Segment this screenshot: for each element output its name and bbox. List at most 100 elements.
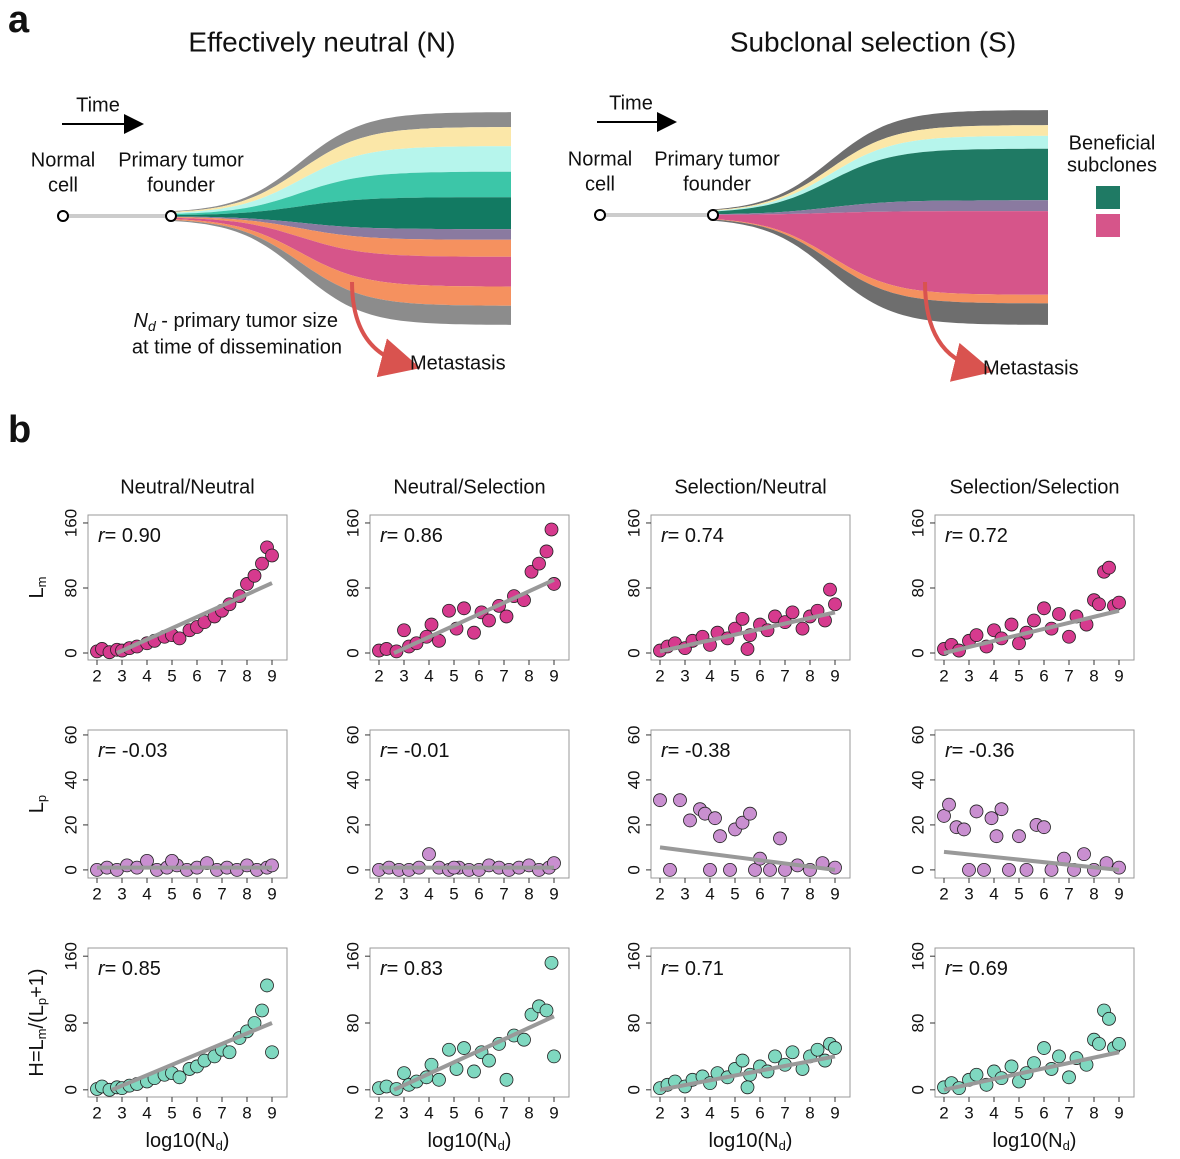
point [545,523,558,536]
x-tick-label: 8 [524,1103,533,1122]
y-tick-label: 80 [908,579,927,598]
panel-label: b [8,409,31,451]
x-tick-label: 6 [192,666,201,685]
point [261,979,274,992]
point [736,1054,749,1067]
x-tick-label: 6 [1039,1103,1048,1122]
point [1093,1037,1106,1050]
x-tick-label: 2 [374,666,383,685]
point [1013,830,1026,843]
x-tick-label: 5 [1014,1103,1023,1122]
correlation-value: = 0.71 [668,958,724,980]
founder-label: Primary tumor [118,149,244,171]
y-tick-label: 0 [343,865,362,874]
x-tick-label: 7 [1064,666,1073,685]
x-tick-label: 7 [217,1103,226,1122]
y-tick-label: 160 [908,942,927,970]
panel-label: a [8,0,30,41]
correlation: r= 0.71 [661,958,724,980]
fit-line [394,1016,554,1089]
x-tick-label: 9 [1114,884,1123,903]
point [1053,1050,1066,1063]
point [958,823,971,836]
x-tick-label: 6 [474,666,483,685]
correlation-value: = -0.36 [952,740,1015,762]
x-tick-label: 8 [242,884,251,903]
y-tick-label: 80 [624,1014,643,1033]
point [548,1050,561,1063]
point [1003,863,1016,876]
x-tick-label: 2 [655,1103,664,1122]
x-tick-label: 7 [217,884,226,903]
chart-title: Neutral/Selection [393,476,545,498]
x-tick-label: 7 [499,666,508,685]
label-subscript: d [1063,1138,1070,1153]
correlation-value: = 0.90 [105,525,161,547]
cell-node [595,210,605,220]
label-text: /(L [26,1005,48,1028]
legend-title: subclones [1067,154,1157,176]
point [811,1043,824,1056]
point [540,1004,553,1017]
x-tick-label: 9 [549,1103,558,1122]
point [796,622,809,635]
y-tick-label: 20 [624,815,643,834]
correlation-value: = 0.83 [387,958,443,980]
y-axis-label: Lp [26,795,49,813]
point [704,863,717,876]
scatter-grid: Neutral/Neutral23456789080160Lmr= 0.90Ne… [26,476,1134,1153]
point [664,863,677,876]
point [468,626,481,639]
y-tick-label: 0 [61,648,80,657]
point [141,854,154,867]
point [1005,618,1018,631]
point [443,604,456,617]
x-tick-label: 2 [655,884,664,903]
x-tick-label: 7 [780,884,789,903]
x-tick-label: 5 [730,884,739,903]
y-tick-label: 0 [908,1085,927,1094]
x-tick-label: 9 [830,884,839,903]
point [398,1067,411,1080]
x-tick-label: 8 [524,884,533,903]
y-tick-label: 0 [908,648,927,657]
point [709,812,722,825]
point [1028,614,1041,627]
cell-node [166,211,176,221]
panel-title: Subclonal selection (S) [730,26,1016,57]
x-tick-label: 5 [449,884,458,903]
correlation: r= 0.74 [661,525,724,547]
x-tick-label: 3 [399,666,408,685]
x-tick-label: 8 [524,666,533,685]
x-tick-label: 3 [964,1103,973,1122]
x-tick-label: 3 [680,1103,689,1122]
x-tick-label: 4 [424,666,433,685]
point [1103,1012,1116,1025]
label-subscript: d [216,1138,223,1153]
cell-node [58,211,68,221]
x-tick-label: 8 [1089,884,1098,903]
correlation: r= -0.01 [380,740,450,762]
x-tick-label: 6 [1039,884,1048,903]
x-tick-label: 5 [449,666,458,685]
y-tick-label: 160 [624,509,643,537]
point [1093,598,1106,611]
normal-label: cell [48,174,78,196]
correlation-value: = 0.72 [952,525,1008,547]
fit-line [112,1023,272,1090]
y-tick-label: 20 [908,815,927,834]
point [1078,848,1091,861]
normal-label: Normal [568,148,632,170]
point [1113,596,1126,609]
correlation: r= 0.85 [98,958,161,980]
y-tick-label: 60 [343,725,362,744]
x-tick-label: 4 [705,1103,714,1122]
point [654,794,667,807]
founder-label: Primary tumor [654,148,780,170]
x-tick-label: 9 [830,1103,839,1122]
point [256,1004,269,1017]
point [674,794,687,807]
x-tick-label: 3 [964,666,973,685]
x-tick-label: 5 [730,1103,739,1122]
x-tick-label: 2 [939,884,948,903]
